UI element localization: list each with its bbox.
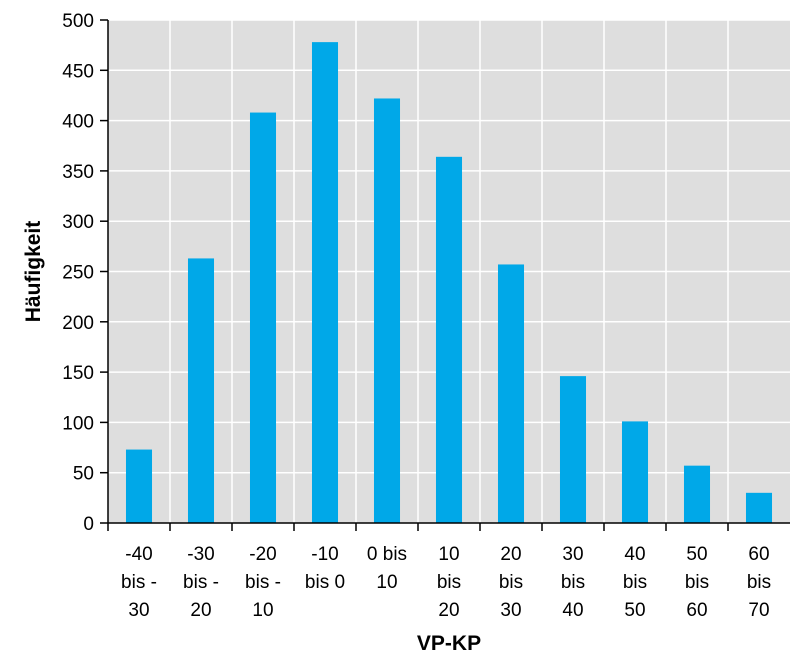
bar-4 xyxy=(311,42,339,524)
bar-3 xyxy=(249,112,277,523)
bar-9 xyxy=(621,421,649,523)
x-tick-label: 40 xyxy=(624,544,645,565)
x-tick-label: 70 xyxy=(748,600,769,621)
y-tick-label: 100 xyxy=(62,413,94,434)
x-tick-label: bis xyxy=(499,572,523,593)
x-tick-label: 30 xyxy=(128,600,149,621)
x-tick-label: 10 xyxy=(438,544,459,565)
x-tick-label: bis xyxy=(685,572,709,593)
y-tick-label: 400 xyxy=(62,112,94,133)
y-tick-label: 0 xyxy=(83,514,94,535)
x-tick-label: 20 xyxy=(438,600,459,621)
x-tick-label: bis xyxy=(623,572,647,593)
x-tick-label: 10 xyxy=(376,572,397,593)
bar-11 xyxy=(745,492,773,523)
x-tick-label: 50 xyxy=(624,600,645,621)
x-tick-label: bis xyxy=(747,572,771,593)
y-tick-label: 350 xyxy=(62,162,94,183)
bar-10 xyxy=(683,465,711,523)
y-tick-label: 250 xyxy=(62,263,94,284)
x-tick-label: bis - xyxy=(245,572,281,593)
x-tick-label: 30 xyxy=(500,600,521,621)
gridlines xyxy=(108,19,790,523)
bar-7 xyxy=(497,264,525,523)
x-tick-label: bis xyxy=(561,572,585,593)
x-tick-label: bis xyxy=(437,572,461,593)
x-tick-label: 20 xyxy=(500,544,521,565)
axes xyxy=(100,19,790,531)
bars xyxy=(125,42,773,524)
bar-8 xyxy=(559,376,587,523)
y-axis-title: Häufigkeit xyxy=(22,221,45,323)
x-tick-label: 30 xyxy=(562,544,583,565)
x-tick-label: 60 xyxy=(748,544,769,565)
x-tick-label: -20 xyxy=(249,544,276,565)
bar-2 xyxy=(187,258,215,523)
x-tick-label: 60 xyxy=(686,600,707,621)
x-tick-label: -30 xyxy=(187,544,214,565)
x-tick-label: 50 xyxy=(686,544,707,565)
x-tick-label: bis - xyxy=(183,572,219,593)
bar-6 xyxy=(435,156,463,524)
x-tick-label: bis - xyxy=(121,572,157,593)
y-tick-label: 450 xyxy=(62,61,94,82)
y-tick-label: 500 xyxy=(62,11,94,32)
x-tick-label: bis 0 xyxy=(305,572,345,593)
bar-1 xyxy=(125,449,153,523)
x-tick-label: -40 xyxy=(125,544,152,565)
x-tick-label: 40 xyxy=(562,600,583,621)
x-tick-label: 20 xyxy=(190,600,211,621)
x-axis-title: VP-KP xyxy=(417,632,481,655)
y-tick-label: 50 xyxy=(73,464,94,485)
x-tick-label: 0 bis xyxy=(367,544,407,565)
x-tick-label: 10 xyxy=(252,600,273,621)
bar-5 xyxy=(373,98,401,523)
x-tick-label: -10 xyxy=(311,544,338,565)
y-tick-labels: 0 50 100 150 200 250 300 350 400 450 500 xyxy=(62,11,94,535)
y-tick-label: 200 xyxy=(62,313,94,334)
y-tick-label: 300 xyxy=(62,212,94,233)
y-tick-label: 150 xyxy=(62,363,94,384)
x-tick-labels: -40 bis - 30 -30 bis - 20 -20 bis - 10 -10 bis 0 0 … xyxy=(121,544,771,621)
